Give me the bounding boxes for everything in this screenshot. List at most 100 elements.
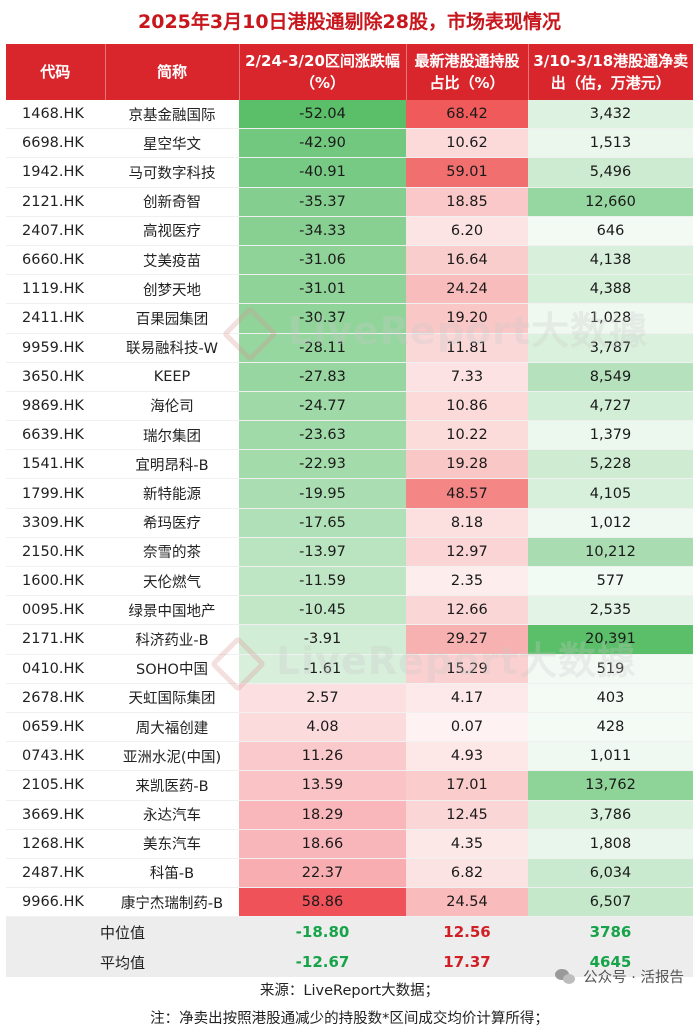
cell-holding: 11.81 [406, 333, 528, 363]
cell-holding: 15.29 [406, 654, 528, 684]
cell-holding: 18.85 [406, 187, 528, 217]
cell-net-sell: 2,535 [528, 595, 693, 626]
table-row: 3669.HK 永达汽车 18.29 12.45 3,786 [6, 800, 693, 830]
cell-code: 3309.HK [6, 508, 105, 538]
cell-code: 6639.HK [6, 420, 105, 451]
summary-row-median: 中位值 -18.80 12.56 3786 [6, 916, 693, 948]
cell-holding: 24.54 [406, 887, 528, 918]
table-row: 9959.HK 联易融科技-W -28.11 11.81 3,787 [6, 333, 693, 363]
cell-net-sell: 1,012 [528, 508, 693, 538]
cell-net-sell: 428 [528, 712, 693, 743]
wechat-icon [555, 968, 577, 985]
cell-net-sell: 4,138 [528, 245, 693, 276]
cell-holding: 29.27 [406, 624, 528, 655]
cell-holding: 12.97 [406, 537, 528, 568]
cell-net-sell: 577 [528, 566, 693, 597]
cell-change: -30.37 [239, 303, 406, 334]
table-row: 2121.HK 创新奇智 -35.37 18.85 12,660 [6, 187, 693, 217]
cell-code: 6698.HK [6, 128, 105, 159]
cell-holding: 10.62 [406, 128, 528, 159]
cell-net-sell: 6,034 [528, 858, 693, 889]
cell-change: 13.59 [239, 770, 406, 801]
cell-name: 奈雪的茶 [105, 537, 239, 568]
cell-holding: 4.17 [406, 683, 528, 713]
table-row: 1268.HK 美东汽车 18.66 4.35 1,808 [6, 829, 693, 859]
cell-holding: 10.22 [406, 420, 528, 451]
header-net-sell: 3/10-3/18港股通净卖出（估，万港元） [528, 44, 693, 100]
table-row: 2678.HK 天虹国际集团 2.57 4.17 403 [6, 683, 693, 713]
cell-holding: 59.01 [406, 157, 528, 188]
cell-change: 58.86 [239, 887, 406, 918]
cell-change: -19.95 [239, 478, 406, 509]
cell-net-sell: 1,028 [528, 303, 693, 334]
cell-change: -10.45 [239, 595, 406, 626]
cell-holding: 12.45 [406, 800, 528, 830]
cell-change: 22.37 [239, 858, 406, 889]
cell-code: 9966.HK [6, 887, 105, 918]
cell-name: 瑞尔集团 [105, 420, 239, 451]
cell-holding: 48.57 [406, 478, 528, 509]
table-row: 0095.HK 绿景中国地产 -10.45 12.66 2,535 [6, 595, 693, 626]
source-note: 来源：LiveReport大数据； [259, 983, 440, 1000]
cell-name: 海伦司 [105, 391, 239, 422]
table-row: 3309.HK 希玛医疗 -17.65 8.18 1,012 [6, 508, 693, 538]
cell-code: 0410.HK [6, 654, 105, 684]
cell-net-sell: 8,549 [528, 362, 693, 392]
summary-holding: 12.56 [406, 916, 528, 948]
table-row: 1468.HK 京基金融国际 -52.04 68.42 3,432 [6, 100, 693, 130]
cell-code: 2487.HK [6, 858, 105, 889]
cell-name: 科笛-B [105, 858, 239, 889]
cell-code: 0743.HK [6, 741, 105, 772]
cell-name: 新特能源 [105, 478, 239, 509]
cell-change: -27.83 [239, 362, 406, 392]
cell-name: 科济药业-B [105, 624, 239, 655]
cell-name: 创新奇智 [105, 187, 239, 217]
table-row: 1942.HK 马可数字科技 -40.91 59.01 5,496 [6, 157, 693, 188]
stock-table: 代码 简称 2/24-3/20区间涨跌幅（%） 最新港股通持股占比（%） 3/1… [6, 44, 693, 978]
summary-label: 平均值 [6, 947, 239, 978]
cell-holding: 16.64 [406, 245, 528, 276]
page-title: 2025年3月10日港股通剔除28股，市场表现情况 [6, 0, 693, 44]
cell-change: -17.65 [239, 508, 406, 538]
cell-name: 亚洲水泥(中国) [105, 741, 239, 772]
cell-change: -1.61 [239, 654, 406, 684]
cell-net-sell: 20,391 [528, 624, 693, 655]
cell-net-sell: 403 [528, 683, 693, 713]
summary-label: 中位值 [6, 916, 239, 948]
cell-change: -42.90 [239, 128, 406, 159]
table-row: 2105.HK 来凯医药-B 13.59 17.01 13,762 [6, 770, 693, 801]
cell-change: 2.57 [239, 683, 406, 713]
table-row: 2411.HK 百果园集团 -30.37 19.20 1,028 [6, 303, 693, 334]
cell-change: -35.37 [239, 187, 406, 217]
table-row: 1119.HK 创梦天地 -31.01 24.24 4,388 [6, 274, 693, 305]
cell-code: 0659.HK [6, 712, 105, 743]
cell-change: -22.93 [239, 449, 406, 480]
cell-name: 宜明昂科-B [105, 449, 239, 480]
cell-name: 创梦天地 [105, 274, 239, 305]
remark-note: 注：净卖出按照港股通减少的持股数*区间成交均价计算所得； [150, 1011, 549, 1028]
table-row: 6660.HK 艾美疫苗 -31.06 16.64 4,138 [6, 245, 693, 276]
cell-net-sell: 13,762 [528, 770, 693, 801]
cell-name: 康宁杰瑞制药-B [105, 887, 239, 918]
table-row: 2171.HK 科济药业-B -3.91 29.27 20,391 [6, 624, 693, 655]
cell-name: 星空华文 [105, 128, 239, 159]
cell-change: -31.06 [239, 245, 406, 276]
cell-net-sell: 1,808 [528, 829, 693, 859]
cell-net-sell: 5,228 [528, 449, 693, 480]
table-row: 1541.HK 宜明昂科-B -22.93 19.28 5,228 [6, 449, 693, 480]
cell-net-sell: 1,379 [528, 420, 693, 451]
cell-name: 绿景中国地产 [105, 595, 239, 626]
wechat-credit: 公众号 · 活报告 [555, 966, 684, 987]
cell-code: 1600.HK [6, 566, 105, 597]
cell-name: 希玛医疗 [105, 508, 239, 538]
cell-holding: 68.42 [406, 100, 528, 130]
cell-code: 1942.HK [6, 157, 105, 188]
cell-holding: 6.20 [406, 216, 528, 246]
header-code: 代码 [6, 44, 106, 100]
cell-name: 高视医疗 [105, 216, 239, 246]
cell-name: 美东汽车 [105, 829, 239, 859]
cell-change: 18.66 [239, 829, 406, 859]
cell-code: 0095.HK [6, 595, 105, 626]
cell-holding: 2.35 [406, 566, 528, 597]
cell-code: 2678.HK [6, 683, 105, 713]
